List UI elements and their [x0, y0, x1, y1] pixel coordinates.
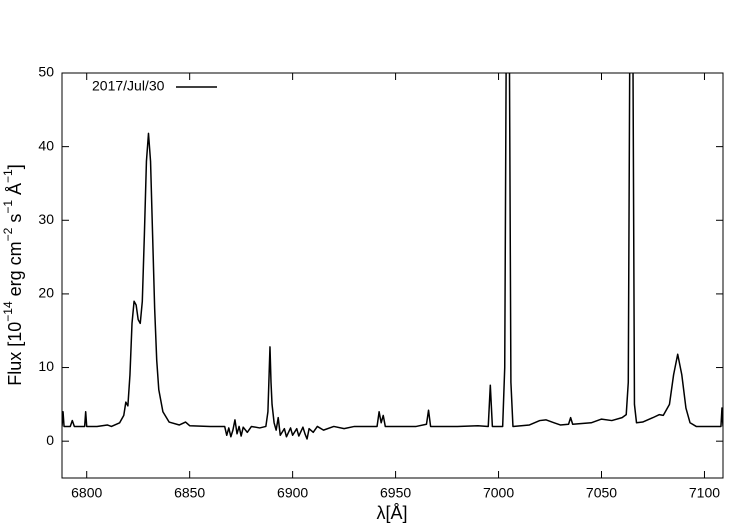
- y-axis-title-exponent: −2: [1, 227, 15, 241]
- plot-frame: [61, 72, 724, 479]
- y-axis-title-exponent: −1: [1, 169, 15, 183]
- x-tick-label: 7100: [689, 485, 720, 501]
- y-axis-title: Flux [10−14 erg cm−2 s−1 Å−1]: [1, 164, 25, 386]
- spectrum-line: [62, 73, 723, 440]
- x-tick-label: 6850: [174, 485, 205, 501]
- y-tick-label: 0: [46, 432, 54, 448]
- x-tick-label: 7050: [586, 485, 617, 501]
- x-axis-title: λ[Å]: [376, 503, 407, 523]
- y-axis-title-exponent: −14: [1, 301, 15, 322]
- y-axis-title-part: Å: [5, 183, 25, 200]
- y-tick-label: 40: [38, 137, 54, 153]
- x-tick-label: 6900: [277, 485, 308, 501]
- y-axis-title-part: erg cm: [5, 241, 25, 301]
- legend-label: 2017/Jul/30: [92, 78, 165, 94]
- y-axis-title-exponent: −1: [1, 200, 15, 214]
- y-axis-title-part: s: [5, 214, 25, 228]
- y-axis-title-part: Flux [10: [5, 322, 25, 386]
- y-tick-label: 30: [38, 211, 54, 227]
- y-tick-label: 10: [38, 358, 54, 374]
- x-tick-label: 6800: [71, 485, 102, 501]
- y-tick-label: 50: [38, 64, 54, 80]
- x-tick-label: 7000: [483, 485, 514, 501]
- x-tick-label: 6950: [380, 485, 411, 501]
- y-tick-label: 20: [38, 285, 54, 301]
- y-axis-title-part: ]: [5, 164, 25, 169]
